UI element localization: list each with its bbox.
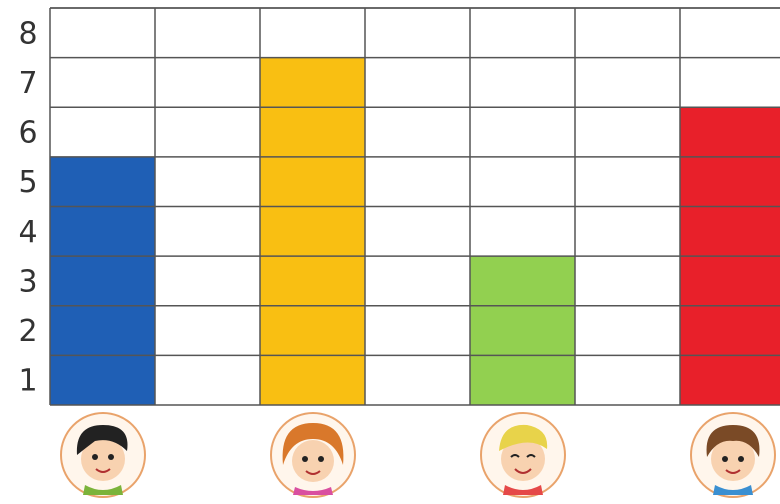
eye [108,454,114,460]
eye [722,456,728,462]
mouth [305,470,321,475]
child-icon [690,412,776,498]
hair [76,425,128,455]
labels: 1 2 3 4 5 6 7 8 [18,16,37,398]
child-icon [480,412,566,498]
face [292,440,334,482]
y-tick-label: 7 [18,66,37,101]
eyes [510,454,536,458]
face [81,437,125,481]
shirt [503,485,543,495]
y-tick-label: 8 [18,16,37,51]
eye [302,456,308,462]
shirt [713,485,753,495]
y-tick-label: 2 [18,314,37,349]
shirt [83,485,123,495]
child-icon [270,412,356,498]
bar [50,156,155,405]
hair [499,424,548,451]
child-icons [60,412,776,498]
bar [470,256,575,405]
grid [49,7,780,406]
mouth [514,468,532,474]
face [711,437,755,481]
child-icon [60,412,146,498]
face [501,437,545,481]
mouth [725,469,741,474]
shirt [293,487,333,495]
mouth [95,468,111,473]
y-tick-label: 3 [18,264,37,299]
bar [260,57,365,405]
hair [706,425,760,457]
hair [282,423,344,465]
y-tick-label: 5 [18,165,37,200]
eye [92,454,98,460]
eye [318,456,324,462]
y-tick-label: 1 [18,364,37,399]
eye [738,456,744,462]
y-tick-label: 4 [18,215,37,250]
bars [50,57,780,405]
y-tick-label: 6 [18,116,37,151]
